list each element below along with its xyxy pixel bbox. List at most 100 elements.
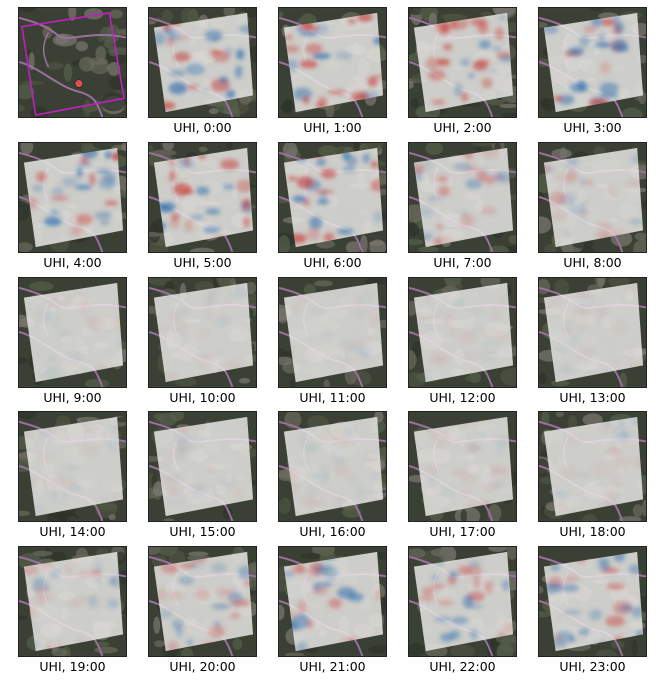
uhi-anomaly-blob	[430, 574, 440, 582]
uhi-anomaly-blob	[502, 623, 514, 633]
uhi-anomaly-blob	[31, 184, 44, 193]
uhi-anomaly-blob	[181, 189, 195, 195]
uhi-anomaly-blob	[216, 349, 225, 356]
uhi-anomaly-blob	[203, 354, 214, 363]
uhi-anomaly-blob	[167, 484, 177, 492]
uhi-anomaly-blob	[306, 227, 321, 241]
uhi-map-panel: UHI, 12:00	[408, 277, 517, 405]
uhi-anomaly-blob	[599, 82, 619, 96]
uhi-anomaly-blob	[597, 558, 611, 564]
uhi-anomaly-blob	[470, 17, 487, 27]
panel-label: UHI, 15:00	[169, 524, 236, 539]
uhi-anomaly-blob	[158, 461, 169, 472]
uhi-anomaly-blob	[157, 609, 174, 619]
uhi-anomaly-blob	[365, 452, 375, 465]
uhi-anomaly-blob	[472, 61, 488, 71]
uhi-anomaly-blob	[596, 305, 612, 319]
uhi-anomaly-blob	[178, 35, 189, 42]
uhi-anomaly-blob	[597, 33, 606, 41]
uhi-anomaly-blob	[594, 42, 613, 48]
uhi-anomaly-blob	[482, 327, 498, 331]
uhi-anomaly-blob	[169, 69, 187, 77]
uhi-anomaly-blob	[614, 359, 620, 366]
study-area-outline	[21, 12, 125, 116]
uhi-map-panel: UHI, 18:00	[538, 411, 647, 539]
uhi-map-panel: UHI, 7:00	[408, 142, 517, 270]
uhi-anomaly-blob	[312, 53, 331, 60]
uhi-anomaly-blob	[552, 326, 568, 332]
uhi-anomaly-blob	[490, 310, 500, 320]
location-marker	[74, 79, 84, 88]
uhi-anomaly-blob	[567, 47, 585, 56]
uhi-anomaly-blob	[165, 451, 180, 458]
uhi-anomaly-blob	[460, 472, 478, 482]
uhi-anomaly-blob	[595, 317, 604, 324]
uhi-anomaly-blob	[79, 444, 99, 457]
uhi-anomaly-blob	[57, 475, 68, 489]
uhi-anomaly-blob	[159, 325, 171, 332]
uhi-anomaly-blob	[283, 34, 294, 41]
uhi-anomaly-blob	[299, 612, 307, 619]
uhi-anomaly-blob	[306, 619, 314, 630]
uhi-anomaly-blob	[322, 432, 335, 443]
uhi-anomaly-blob	[611, 476, 621, 486]
uhi-anomaly-blob	[476, 430, 490, 439]
uhi-anomaly-blob	[493, 331, 509, 342]
uhi-anomaly-blob	[626, 178, 644, 188]
uhi-anomaly-blob	[87, 594, 99, 608]
uhi-anomaly-blob	[61, 176, 79, 188]
uhi-anomaly-blob	[620, 604, 633, 612]
uhi-map-panel: UHI, 17:00	[408, 411, 517, 539]
uhi-anomaly-blob	[94, 560, 102, 574]
panel-label: UHI, 2:00	[433, 120, 492, 135]
uhi-anomaly-blob	[425, 56, 440, 70]
uhi-anomaly-blob	[236, 49, 245, 60]
uhi-anomaly-blob	[561, 584, 580, 592]
panel-label: UHI, 16:00	[299, 524, 366, 539]
panel-label: UHI, 4:00	[43, 255, 102, 270]
uhi-anomaly-blob	[177, 576, 195, 586]
uhi-anomaly-blob	[579, 35, 590, 48]
uhi-anomaly-blob	[51, 195, 69, 201]
uhi-anomaly-blob	[104, 349, 120, 357]
uhi-anomaly-blob	[163, 28, 175, 35]
uhi-overlay	[283, 147, 384, 248]
uhi-anomaly-blob	[460, 58, 471, 67]
uhi-anomaly-blob	[161, 202, 176, 213]
uhi-anomaly-blob	[577, 80, 586, 91]
uhi-anomaly-blob	[449, 629, 461, 640]
uhi-anomaly-blob	[346, 473, 357, 485]
uhi-anomaly-blob	[625, 282, 640, 293]
uhi-anomaly-blob	[84, 424, 100, 436]
uhi-anomaly-blob	[332, 465, 350, 476]
uhi-map-panel: UHI, 14:00	[18, 411, 127, 539]
uhi-anomaly-blob	[610, 319, 624, 331]
uhi-anomaly-blob	[208, 626, 226, 638]
uhi-anomaly-blob	[590, 462, 611, 477]
uhi-anomaly-blob	[421, 586, 434, 596]
uhi-anomaly-blob	[554, 173, 572, 185]
uhi-anomaly-blob	[316, 158, 327, 166]
uhi-anomaly-blob	[32, 575, 46, 587]
uhi-anomaly-blob	[42, 593, 53, 602]
uhi-anomaly-blob	[76, 167, 83, 178]
uhi-anomaly-blob	[355, 484, 367, 498]
uhi-anomaly-blob	[168, 82, 188, 95]
uhi-anomaly-blob	[89, 172, 96, 186]
uhi-anomaly-blob	[334, 495, 346, 510]
uhi-anomaly-blob	[41, 367, 62, 381]
uhi-map-panel: UHI, 6:00	[278, 142, 387, 270]
uhi-anomaly-blob	[229, 612, 241, 620]
uhi-anomaly-blob	[299, 31, 319, 36]
uhi-anomaly-blob	[430, 583, 446, 590]
uhi-anomaly-blob	[170, 566, 179, 574]
uhi-anomaly-blob	[189, 432, 197, 437]
uhi-anomaly-blob	[315, 103, 325, 108]
uhi-anomaly-blob	[339, 339, 356, 351]
uhi-anomaly-blob	[212, 487, 220, 500]
uhi-anomaly-blob	[111, 153, 119, 160]
uhi-anomaly-blob	[427, 427, 437, 436]
uhi-map-panel: UHI, 1:00	[278, 7, 387, 135]
uhi-anomaly-blob	[205, 208, 221, 215]
uhi-anomaly-blob	[333, 429, 344, 441]
